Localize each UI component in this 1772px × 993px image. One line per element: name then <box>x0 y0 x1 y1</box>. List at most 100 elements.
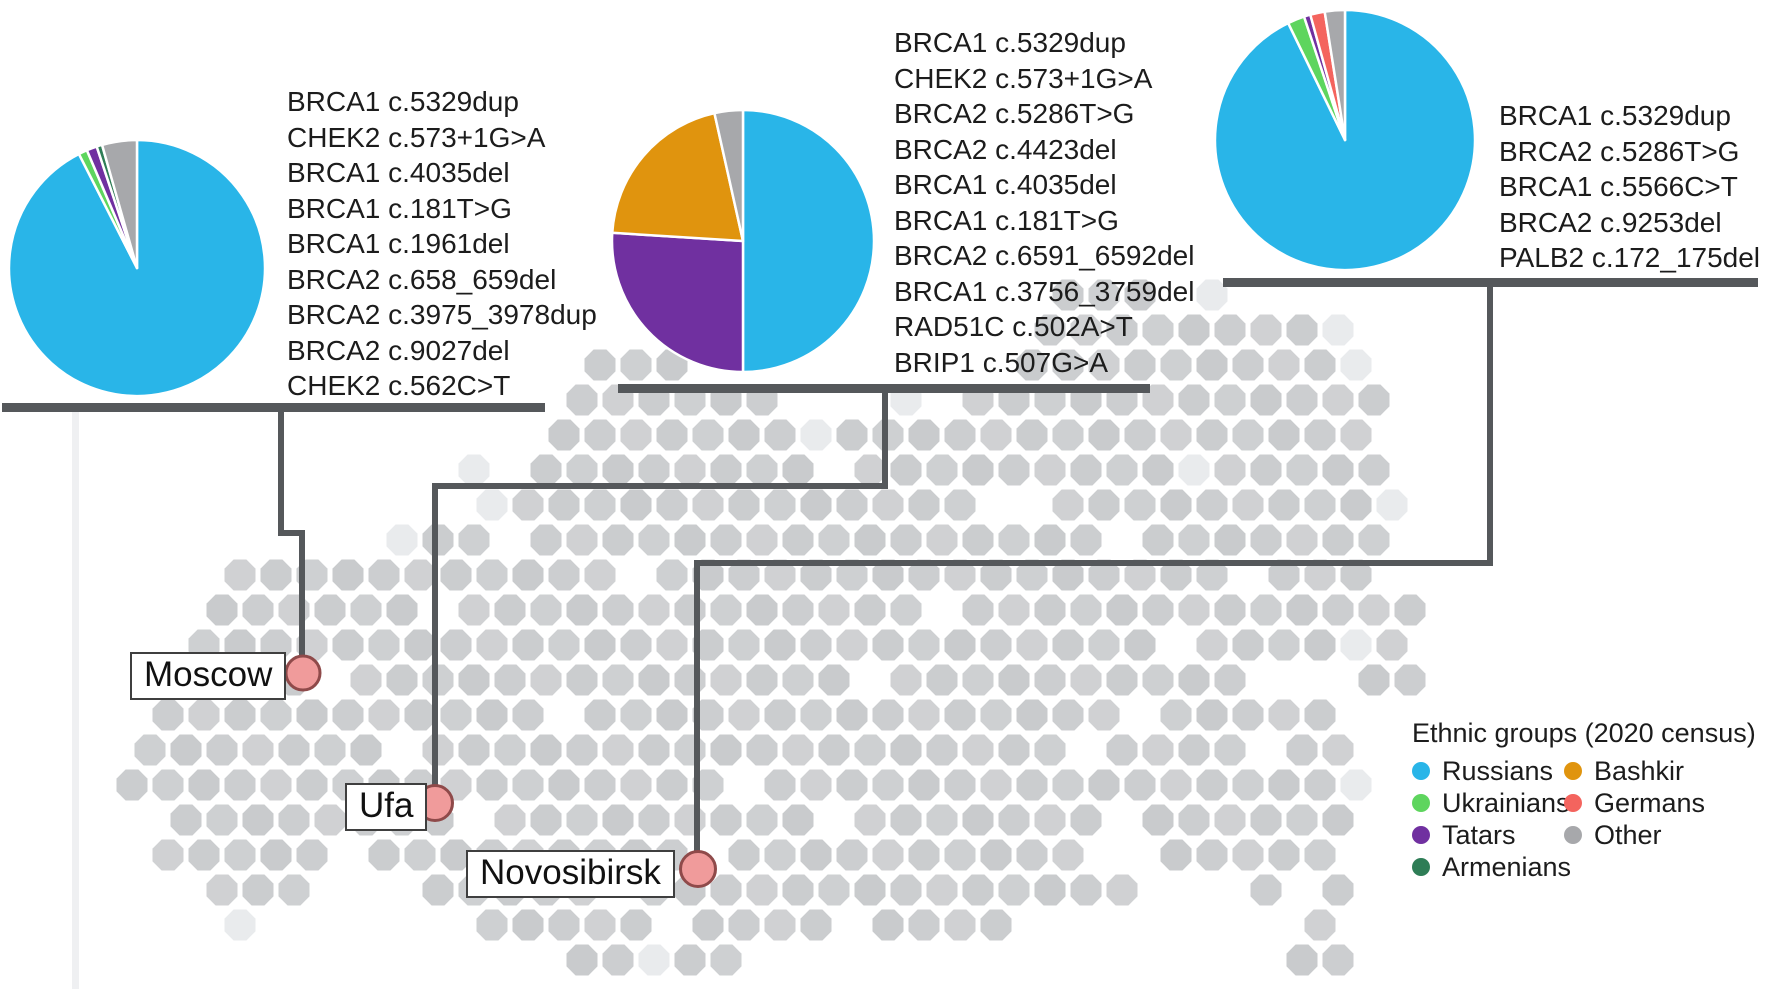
map-dot <box>314 594 346 626</box>
map-dot <box>656 419 688 451</box>
legend-items: Russians Bashkir Ukrainians Germans Tatars Ot… <box>1412 755 1756 883</box>
variant-label: BRCA2 c.9253del <box>1499 206 1722 238</box>
map-dot <box>620 629 652 661</box>
map-dot <box>1034 734 1066 766</box>
legend-item-bashkir: Bashkir <box>1564 755 1744 787</box>
map-dot <box>620 419 652 451</box>
map-dot <box>800 629 832 661</box>
map-dot <box>170 734 202 766</box>
map-dot <box>458 524 490 556</box>
ufa-label: Ufa <box>345 783 428 831</box>
map-dot <box>494 594 526 626</box>
map-dot <box>1178 664 1210 696</box>
map-dot <box>638 454 670 486</box>
map-dot <box>656 629 688 661</box>
map-dot <box>1340 419 1372 451</box>
map-dot <box>1142 454 1174 486</box>
map-dot <box>188 839 220 871</box>
moscow-connector <box>278 410 305 657</box>
map-dot <box>242 874 274 906</box>
map-dot <box>1376 629 1408 661</box>
map-dot <box>1232 769 1264 801</box>
map-dot <box>1052 279 1084 311</box>
map-dot <box>1196 629 1228 661</box>
map-dot <box>1106 664 1138 696</box>
variant-label: BRCA1 c.3756_3759del <box>894 275 1195 307</box>
moscow-label-text: Moscow <box>144 655 273 694</box>
map-dot <box>224 909 256 941</box>
map-dot <box>1160 349 1192 381</box>
map-dot <box>224 769 256 801</box>
map-dot <box>296 699 328 731</box>
map-dot <box>638 734 670 766</box>
map-dot <box>1052 699 1084 731</box>
map-dot <box>1358 454 1390 486</box>
map-dot <box>1214 664 1246 696</box>
map-dot <box>1106 454 1138 486</box>
faint-guide-line <box>72 403 79 989</box>
map-dot <box>1232 419 1264 451</box>
map-dot <box>908 909 940 941</box>
map-dot <box>746 454 778 486</box>
legend-color-dot <box>1564 762 1582 780</box>
map-dot <box>566 594 598 626</box>
map-dot <box>746 594 778 626</box>
map-dot <box>764 419 796 451</box>
map-dot <box>1070 524 1102 556</box>
legend-item-label: Tatars <box>1442 819 1516 850</box>
map-dot <box>1250 874 1282 906</box>
map-dot <box>854 874 886 906</box>
map-dot <box>854 524 886 556</box>
map-dot <box>224 839 256 871</box>
map-dot <box>854 734 886 766</box>
map-dot <box>332 559 364 591</box>
map-dot <box>1358 384 1390 416</box>
map-dot <box>800 839 832 871</box>
map-dot <box>1196 769 1228 801</box>
map-dot <box>1106 594 1138 626</box>
map-dot <box>764 489 796 521</box>
map-dot <box>1268 419 1300 451</box>
map-dot <box>476 559 508 591</box>
map-dot <box>962 804 994 836</box>
map-dot <box>584 559 616 591</box>
map-dot <box>494 734 526 766</box>
map-dot <box>692 909 724 941</box>
map-dot <box>1232 489 1264 521</box>
map-dot <box>1088 279 1120 311</box>
map-dot <box>1232 839 1264 871</box>
variant-label: BRCA1 c.5329dup <box>1499 100 1731 131</box>
map-dot <box>1070 874 1102 906</box>
map-dot <box>836 559 868 591</box>
legend-color-dot <box>1564 826 1582 844</box>
map-dot <box>566 384 598 416</box>
variant-label: BRCA2 c.4423del <box>894 133 1117 165</box>
map-dot <box>566 804 598 836</box>
moscow-pie-chart <box>7 138 267 398</box>
map-dot <box>1016 419 1048 451</box>
pie-slice-tatars <box>610 231 745 374</box>
map-dot <box>548 419 580 451</box>
map-dot <box>422 874 454 906</box>
map-dot <box>1106 874 1138 906</box>
map-dot <box>566 664 598 696</box>
map-dot <box>1016 699 1048 731</box>
map-dot <box>1052 839 1084 871</box>
map-dot <box>764 699 796 731</box>
map-dot <box>548 769 580 801</box>
map-dot <box>1286 804 1318 836</box>
legend-color-dot <box>1412 762 1430 780</box>
map-dot <box>242 734 274 766</box>
map-dot <box>1250 384 1282 416</box>
map-dot <box>566 944 598 976</box>
map-dot <box>530 594 562 626</box>
map-dot <box>1160 699 1192 731</box>
map-dot <box>404 839 436 871</box>
map-dot <box>1034 594 1066 626</box>
map-dot <box>998 734 1030 766</box>
map-dot <box>692 559 724 591</box>
map-dot <box>710 454 742 486</box>
map-dot <box>1016 839 1048 871</box>
map-dot <box>1088 559 1120 591</box>
map-dot <box>1088 699 1120 731</box>
